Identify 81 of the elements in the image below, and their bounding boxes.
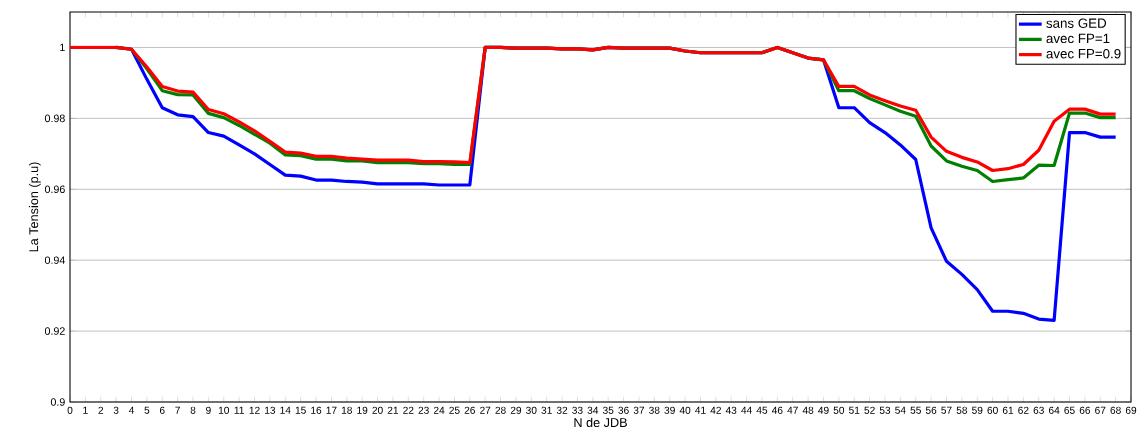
- x-tick-label: 37: [633, 406, 645, 414]
- x-tick-label: 18: [341, 406, 352, 414]
- y-tick-label: 0.9: [50, 398, 65, 406]
- x-tick-label: 43: [725, 406, 737, 414]
- x-tick-label: 29: [510, 406, 522, 414]
- x-tick-label: 53: [879, 406, 891, 414]
- x-tick-label: 68: [1110, 406, 1121, 414]
- x-tick-label: 5: [144, 406, 150, 414]
- x-tick-label: 40: [679, 406, 691, 414]
- y-tick-label: 1: [60, 43, 65, 52]
- x-tick-label: 24: [433, 406, 445, 414]
- x-tick-label: 23: [418, 406, 429, 414]
- x-tick-label: 57: [941, 406, 952, 414]
- x-tick-label: 20: [372, 406, 383, 414]
- x-tick-label: 52: [864, 406, 875, 414]
- x-tick-label: 17: [326, 406, 337, 414]
- x-tick-label: 1: [83, 406, 88, 414]
- x-tick-label: 9: [206, 406, 211, 414]
- x-tick-label: 50: [833, 406, 845, 414]
- x-tick-label: 14: [280, 406, 291, 414]
- x-tick-label: 39: [664, 406, 675, 414]
- x-tick-label: 51: [848, 406, 860, 414]
- x-tick-label: 65: [1064, 406, 1075, 414]
- x-tick-label: 56: [925, 406, 937, 414]
- x-tick-label: 55: [910, 406, 921, 414]
- x-tick-label: 16: [311, 406, 322, 414]
- x-tick-label: 54: [895, 406, 906, 414]
- legend-label: sans GED: [1046, 18, 1107, 28]
- x-tick-label: 35: [602, 406, 614, 414]
- x-tick-label: 38: [649, 406, 660, 414]
- x-tick-label: 32: [556, 406, 568, 414]
- x-tick-label: 60: [987, 406, 998, 414]
- y-axis-title: La Tension (p.u): [28, 162, 41, 252]
- x-tick-label: 15: [295, 406, 306, 414]
- x-tick-label: 44: [741, 406, 752, 414]
- x-tick-label: 49: [818, 406, 829, 414]
- x-tick-label: 30: [526, 406, 537, 414]
- x-axis-title: N de JDB: [574, 417, 627, 428]
- x-tick-label: 3: [113, 406, 119, 414]
- x-tick-label: 2: [98, 406, 104, 414]
- x-tick-label: 4: [128, 406, 135, 414]
- y-tick-label: 0.96: [44, 185, 65, 194]
- x-tick-label: 69: [1125, 406, 1137, 414]
- x-tick-label: 0: [67, 406, 73, 414]
- x-tick-label: 41: [695, 406, 706, 414]
- x-tick-label: 19: [357, 406, 368, 414]
- x-tick-label: 66: [1079, 406, 1091, 414]
- x-tick-label: 27: [480, 406, 491, 414]
- x-tick-label: 22: [403, 406, 414, 414]
- x-tick-label: 67: [1095, 406, 1106, 414]
- x-tick-label: 28: [495, 406, 506, 414]
- x-tick-label: 6: [159, 406, 165, 414]
- x-tick-label: 21: [387, 406, 399, 414]
- x-tick-label: 42: [710, 406, 721, 414]
- x-tick-label: 11: [234, 406, 244, 414]
- x-tick-label: 45: [756, 406, 768, 414]
- legend-label: avec FP=0.9: [1046, 48, 1121, 59]
- x-tick-label: 8: [190, 406, 196, 414]
- x-tick-label: 26: [464, 406, 475, 414]
- x-tick-label: 46: [771, 406, 783, 414]
- x-tick-label: 34: [587, 406, 599, 414]
- x-tick-label: 58: [956, 406, 968, 414]
- x-tick-label: 10: [218, 406, 230, 414]
- x-tick-label: 62: [1018, 406, 1029, 414]
- x-tick-label: 7: [175, 406, 180, 414]
- x-tick-label: 63: [1033, 406, 1044, 414]
- x-tick-label: 47: [787, 406, 798, 414]
- x-tick-label: 13: [265, 406, 276, 414]
- y-tick-label: 0.98: [44, 114, 65, 123]
- x-tick-label: 61: [1002, 406, 1014, 414]
- x-tick-label: 33: [572, 406, 583, 414]
- x-tick-label: 12: [249, 406, 260, 414]
- x-tick-label: 59: [972, 406, 983, 414]
- x-tick-label: 36: [618, 406, 629, 414]
- x-tick-label: 64: [1049, 406, 1060, 414]
- x-tick-label: 31: [541, 406, 552, 414]
- x-tick-label: 25: [449, 406, 460, 414]
- x-tick-label: 48: [802, 406, 814, 414]
- y-tick-label: 0.94: [44, 256, 65, 264]
- y-tick-label: 0.92: [44, 327, 65, 335]
- legend-label: avec FP=1: [1046, 33, 1110, 44]
